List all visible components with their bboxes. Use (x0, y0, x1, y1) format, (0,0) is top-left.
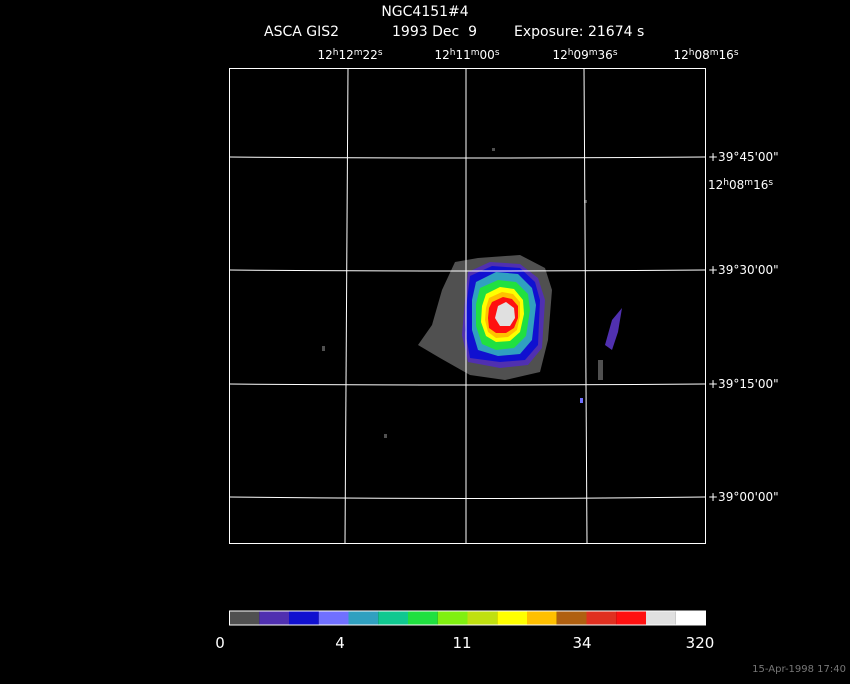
ra-unit: m (471, 48, 480, 58)
ra-value: 12 (673, 48, 688, 62)
ra-unit: s (613, 48, 618, 58)
ra-value: 16 (719, 48, 734, 62)
ra-unit: h (333, 48, 339, 58)
colorbar-label: 0 (215, 634, 225, 652)
colorbar-label: 4 (335, 634, 345, 652)
ra-unit: s (768, 178, 773, 188)
dec-label: +39°15'00" (708, 377, 779, 391)
ra-value: 12 (552, 48, 567, 62)
ra-unit: s (378, 48, 383, 58)
colorbar-cell (586, 611, 617, 625)
colorbar-cell (259, 611, 289, 625)
ra-unit: m (354, 48, 363, 58)
colorbar-cell (527, 611, 557, 625)
colorbar-cell (348, 611, 379, 625)
ra-unit: h (450, 48, 456, 58)
colorbar-cell (675, 611, 706, 625)
ra-unit: m (710, 48, 719, 58)
ra-label: 12h08m16s (673, 48, 738, 62)
colorbar-cell (467, 611, 498, 625)
ra-unit: s (734, 48, 739, 58)
colorbar-label: 34 (572, 634, 591, 652)
colorbar-cell (616, 611, 646, 625)
colorbar-cell (229, 611, 260, 625)
colorbar-cell (289, 611, 319, 625)
object-title: NGC4151#4 (381, 4, 468, 20)
ra-value: 12 (434, 48, 449, 62)
timestamp: 15-Apr-1998 17:40 (752, 664, 846, 675)
instrument: ASCA GIS2 (264, 24, 339, 40)
ra-unit: h (723, 178, 729, 188)
ra-value: 08 (694, 48, 709, 62)
source-image (322, 148, 622, 438)
colorbar-cell (378, 611, 408, 625)
dec-label: +39°30'00" (708, 263, 779, 277)
ra-value: 16 (753, 178, 768, 192)
ra-unit: m (589, 48, 598, 58)
exposure: Exposure: 21674 s (514, 24, 644, 40)
dec-label: +39°45'00" (708, 150, 779, 164)
colorbar-cell (497, 611, 527, 625)
ra-value: 11 (455, 48, 470, 62)
ra-label: 12h11m00s (434, 48, 499, 62)
date: 1993 Dec 9 (392, 24, 477, 40)
colorbar-cell (437, 611, 468, 625)
ra-value: 12 (338, 48, 353, 62)
colorbar-frame (229, 610, 706, 626)
ra-unit: m (744, 178, 753, 188)
ra-value: 22 (363, 48, 378, 62)
ra-value: 08 (729, 178, 744, 192)
ra-value: 12 (317, 48, 332, 62)
ra-unit: h (568, 48, 574, 58)
ra-value: 00 (480, 48, 495, 62)
colorbar-label: 11 (452, 634, 471, 652)
ra-label: 12h09m36s (552, 48, 617, 62)
dec-label: +39°00'00" (708, 490, 779, 504)
ra-unit: s (495, 48, 500, 58)
ra-value: 36 (598, 48, 613, 62)
colorbar-cell (408, 611, 438, 625)
colorbar-cell (556, 611, 587, 625)
ra-unit: h (689, 48, 695, 58)
ra-label: 12h12m22s (317, 48, 382, 62)
colorbar-cell (646, 611, 676, 625)
ra-value: 12 (708, 178, 723, 192)
colorbar-label: 320 (686, 634, 715, 652)
colorbar-cell (318, 611, 349, 625)
ra-value: 09 (573, 48, 588, 62)
coordinate-grid (228, 67, 706, 544)
ra-label: 12h08m16s (708, 178, 773, 192)
